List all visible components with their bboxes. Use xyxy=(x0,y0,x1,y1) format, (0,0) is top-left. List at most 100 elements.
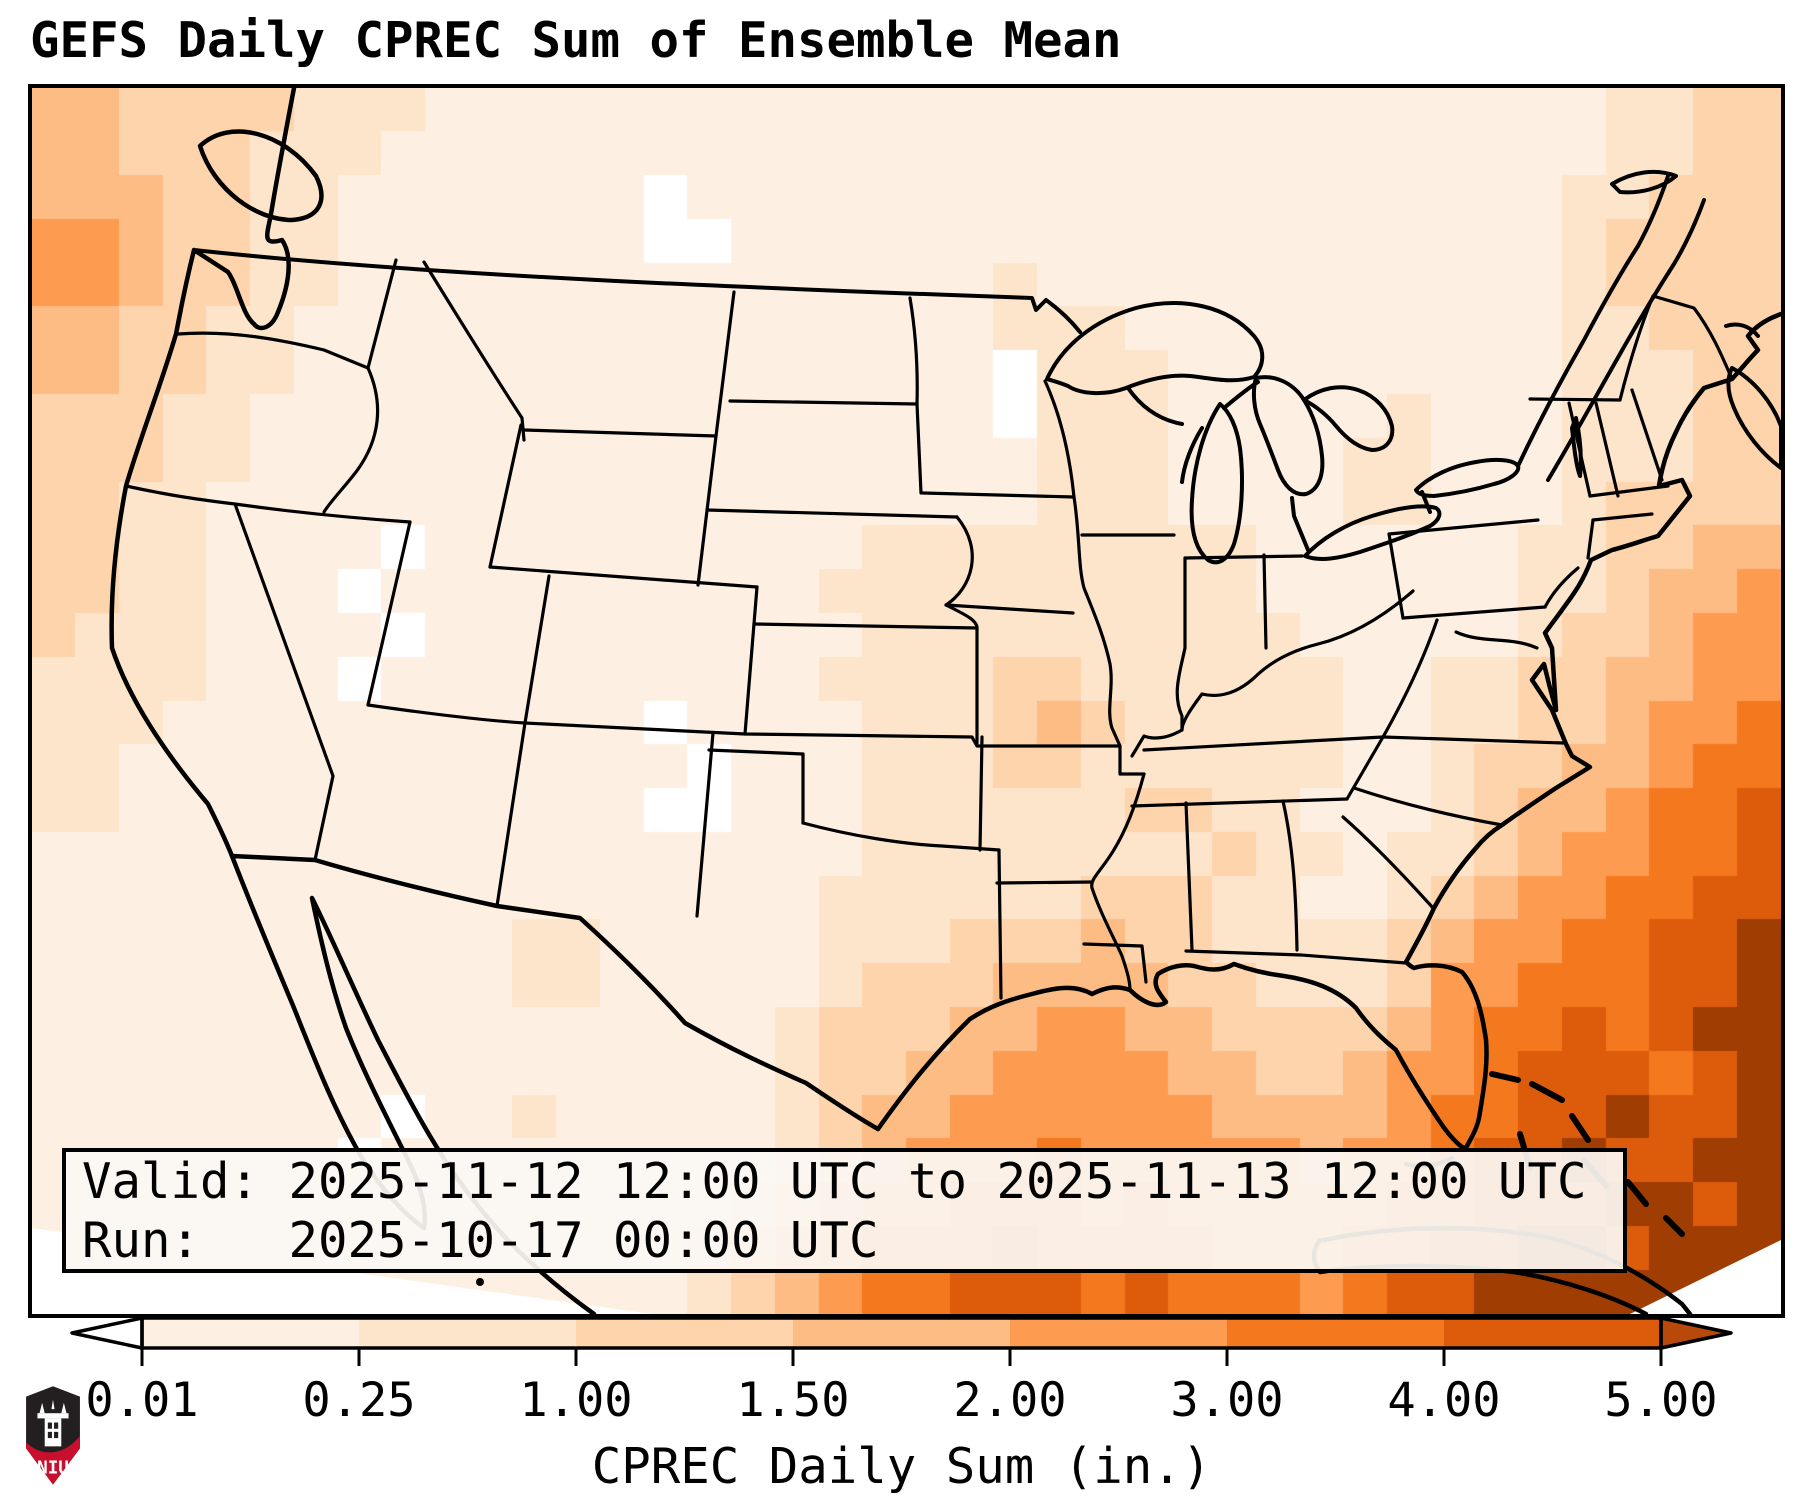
colorbar-axis-label: CPREC Daily Sum (in.) xyxy=(591,1438,1212,1495)
run-time-line: Run: 2025-10-17 00:00 UTC xyxy=(82,1211,879,1269)
wa-id-border xyxy=(366,258,398,370)
nm-tx-border xyxy=(695,731,715,918)
tn-south-border xyxy=(1130,797,1349,808)
lower-mississippi-river xyxy=(1090,772,1146,992)
lake-michigan xyxy=(1189,402,1244,565)
vancouver-island xyxy=(197,129,324,223)
lake-champlain xyxy=(1570,416,1583,478)
lake-superior xyxy=(1045,301,1265,395)
ga-sc-border xyxy=(1341,815,1435,910)
wa-or-border xyxy=(176,331,370,370)
georgian-bay xyxy=(1302,385,1395,452)
ny-vt-border xyxy=(1567,401,1592,498)
border-45n-northeast xyxy=(1528,397,1622,402)
map-borders-overlay xyxy=(32,88,1781,1314)
state-borders xyxy=(124,258,1734,1000)
mt-nd-border xyxy=(714,290,736,438)
colorbar-over-arrow xyxy=(1659,1316,1733,1350)
delaware-river xyxy=(1543,566,1580,609)
colorbar-segment xyxy=(576,1318,793,1348)
st-clair-river xyxy=(1290,496,1310,552)
nd-sd-border xyxy=(728,399,919,406)
lake-erie xyxy=(1303,504,1442,561)
ne-north-border xyxy=(705,508,959,519)
tx-la-border xyxy=(997,848,1003,1000)
il-in-border xyxy=(1175,556,1187,732)
colorbar-tick-label: 2.00 xyxy=(953,1373,1066,1428)
niu-logo: NIU xyxy=(26,1386,80,1485)
potomac-river xyxy=(1454,630,1539,650)
border-49n xyxy=(192,248,1082,334)
border-42n xyxy=(124,484,412,524)
ca-nv-border xyxy=(233,502,335,862)
az-nm-border xyxy=(495,721,527,908)
map-panel xyxy=(28,84,1785,1318)
ks-north-border xyxy=(752,622,979,630)
pa-south-border xyxy=(1401,605,1547,620)
ok-panhandle-south xyxy=(707,748,805,756)
colorbar-tick-label: 0.25 xyxy=(302,1373,415,1428)
colorbar-under-arrow xyxy=(70,1316,144,1350)
valid-run-info-box: Valid: 2025-11-12 12:00 UTC to 2025-11-1… xyxy=(62,1148,1627,1273)
ky-tn-border xyxy=(1142,735,1385,752)
border-37n xyxy=(366,703,1146,776)
anticosti-island xyxy=(1610,169,1678,195)
mi-oh-border xyxy=(1183,554,1304,560)
colorbar-segment xyxy=(142,1318,359,1348)
upper-peninsula-border xyxy=(1126,386,1184,426)
maine-north-border xyxy=(1618,294,1734,402)
colorbar-segment xyxy=(1444,1318,1661,1348)
colorbar: 0.01 0.25 1.00 1.50 2.00 3.00 4.00 5.00 xyxy=(70,1316,1733,1428)
upper-mississippi-river xyxy=(1043,379,1122,748)
missouri-river-border xyxy=(944,515,979,630)
colorbar-tick-label: 5.00 xyxy=(1604,1373,1717,1428)
colorbar-segment xyxy=(359,1318,576,1348)
ok-ar-border xyxy=(978,735,984,852)
figure-title: GEFS Daily CPREC Sum of Ensemble Mean xyxy=(30,12,1122,69)
id-mt-border xyxy=(422,260,526,442)
canada-border-great-lakes xyxy=(192,169,1781,565)
ut-co-border xyxy=(523,574,551,725)
ma-north-border xyxy=(1588,484,1670,498)
tn-nc-border xyxy=(1345,735,1385,801)
oh-pa-border xyxy=(1387,532,1405,620)
colorbar-tick-label: 1.50 xyxy=(736,1373,849,1428)
colorbar-segment xyxy=(1010,1318,1227,1348)
nova-scotia xyxy=(1726,366,1781,470)
ar-la-border xyxy=(995,880,1094,885)
red-river-north xyxy=(908,296,919,406)
prince-edward-island xyxy=(1724,322,1760,338)
fl-north-border xyxy=(1184,949,1408,965)
valid-time-line: Valid: 2025-11-12 12:00 UTC to 2025-11-1… xyxy=(82,1152,1587,1210)
small-island-dot xyxy=(476,1278,484,1286)
pacific-coast xyxy=(109,88,597,1314)
ia-mo-border xyxy=(944,603,1075,615)
logo-castle-windows xyxy=(47,1422,59,1439)
mackinac-strait xyxy=(1222,380,1260,410)
wy-west-border xyxy=(488,423,523,569)
border-41n xyxy=(488,565,759,589)
va-nc-border xyxy=(1381,735,1565,745)
pa-ny-border xyxy=(1387,518,1540,536)
colorbar-outline xyxy=(140,1316,1663,1350)
wv-va-border xyxy=(1381,618,1439,739)
logo-text: NIU xyxy=(37,1458,69,1478)
mn-ia-border xyxy=(921,491,1076,499)
red-river-border xyxy=(801,821,1001,852)
mexico-border-rio-grande xyxy=(229,853,881,1132)
nc-sc-border xyxy=(1352,786,1504,827)
nv-ut-border xyxy=(366,520,412,707)
coastlines xyxy=(109,88,1781,1314)
colorbar-tick-label: 0.01 xyxy=(85,1373,198,1428)
ny-ct-border xyxy=(1586,518,1595,560)
colorbar-tick-label: 4.00 xyxy=(1387,1373,1500,1428)
logo-red-swoosh xyxy=(26,1436,80,1485)
ms-al-border xyxy=(1184,801,1194,952)
or-id-border xyxy=(322,366,380,514)
nh-me-border xyxy=(1630,388,1664,482)
st-lawrence-south-bank xyxy=(1516,174,1670,468)
colorbar-segment xyxy=(793,1318,1010,1348)
in-oh-border xyxy=(1262,553,1268,650)
green-bay xyxy=(1180,426,1204,484)
